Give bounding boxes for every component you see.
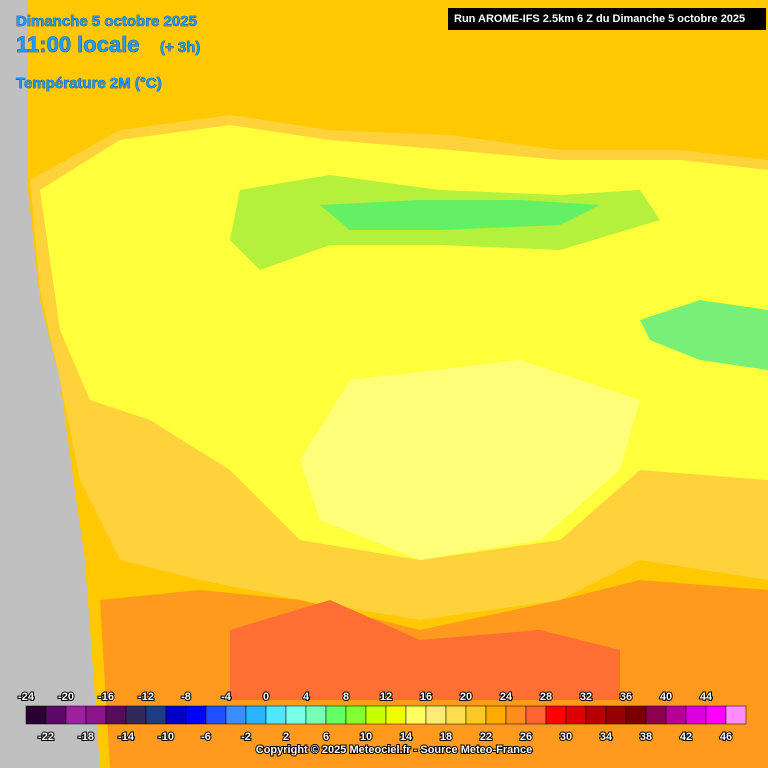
legend-swatch [145, 705, 167, 725]
region-east-peaks [640, 300, 768, 370]
legend-swatch [65, 705, 87, 725]
legend-label: -10 [158, 731, 174, 743]
legend-label: 46 [720, 731, 732, 743]
legend-label: 42 [680, 731, 692, 743]
legend-swatch [425, 705, 447, 725]
legend-swatch [225, 705, 247, 725]
copyright: Copyright © 2025 Meteociel.fr - Source M… [256, 744, 532, 756]
time: 11:00 locale [16, 32, 140, 57]
legend-swatch [645, 705, 667, 725]
legend-swatch [185, 705, 207, 725]
region-plateau [300, 360, 640, 560]
legend-label: -24 [18, 691, 35, 703]
run-box [448, 8, 766, 30]
legend-swatch [605, 705, 627, 725]
legend-swatch [665, 705, 687, 725]
legend-swatch [305, 705, 327, 725]
legend-label: -6 [201, 731, 211, 743]
legend-label: 8 [343, 691, 349, 703]
legend-label: -8 [181, 691, 191, 703]
legend-label: 20 [460, 691, 472, 703]
legend-label: -4 [221, 691, 232, 703]
legend-label: 10 [360, 731, 372, 743]
legend-swatch [45, 705, 67, 725]
legend-label: 32 [580, 691, 592, 703]
legend-label: 40 [660, 691, 672, 703]
legend-label: -2 [241, 731, 251, 743]
legend-label: 18 [440, 731, 452, 743]
legend-swatch [445, 705, 467, 725]
legend-swatch [165, 705, 187, 725]
legend-label: 36 [620, 691, 632, 703]
legend-swatch [585, 705, 607, 725]
legend-swatch [625, 705, 647, 725]
sea [0, 0, 100, 768]
legend-label: -16 [98, 691, 114, 703]
parameter: Température 2M (°C) [16, 75, 162, 92]
legend-label: 30 [560, 731, 572, 743]
legend-label: 34 [600, 731, 613, 743]
legend-swatch [405, 705, 427, 725]
legend-label: 14 [400, 731, 413, 743]
legend-label: 24 [500, 691, 513, 703]
legend-swatch [105, 705, 127, 725]
legend-label: -22 [38, 731, 54, 743]
legend-swatch [705, 705, 727, 725]
legend-swatch [325, 705, 347, 725]
legend-label: 22 [480, 731, 492, 743]
legend-label: -12 [138, 691, 154, 703]
legend-label: 4 [303, 691, 310, 703]
legend-swatch [685, 705, 707, 725]
legend-swatch [85, 705, 107, 725]
legend-swatch [465, 705, 487, 725]
region-peaks [320, 200, 600, 230]
legend-swatch [285, 705, 307, 725]
run: Run AROME-IFS 2.5km 6 Z du Dimanche 5 oc… [454, 13, 745, 25]
legend-swatch [205, 705, 227, 725]
legend-swatch [545, 705, 567, 725]
legend-label: -18 [78, 731, 94, 743]
legend-label: 12 [380, 691, 392, 703]
legend-swatch [125, 705, 147, 725]
region-hottest [230, 600, 620, 700]
legend-label: 28 [540, 691, 552, 703]
legend-swatch [565, 705, 587, 725]
legend-swatch [345, 705, 367, 725]
legend-label: -14 [118, 731, 135, 743]
legend-label: 44 [700, 691, 713, 703]
legend-label: 6 [323, 731, 329, 743]
legend-swatch [25, 705, 47, 725]
date: Dimanche 5 octobre 2025 [16, 13, 197, 30]
legend-label: 26 [520, 731, 532, 743]
legend-swatch [505, 705, 527, 725]
legend-swatch [245, 705, 267, 725]
legend-label: 2 [283, 731, 289, 743]
legend-label: -20 [58, 691, 74, 703]
legend-swatch [485, 705, 507, 725]
legend-label: 0 [263, 691, 269, 703]
legend-swatch [365, 705, 387, 725]
legend-label: 38 [640, 731, 652, 743]
legend-label: 16 [420, 691, 432, 703]
legend-swatch [525, 705, 547, 725]
offset: (+ 3h) [160, 39, 200, 56]
legend-swatch [265, 705, 287, 725]
legend-swatch [725, 705, 747, 725]
legend-swatch [385, 705, 407, 725]
